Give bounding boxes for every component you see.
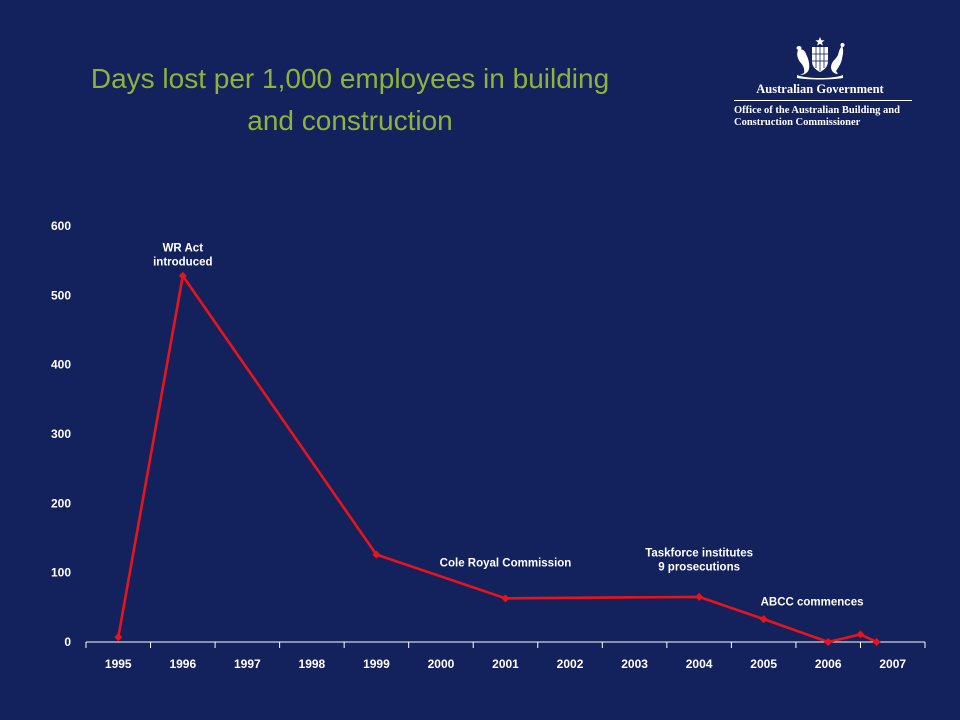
y-tick-label: 500 (51, 288, 71, 302)
x-tick-label: 1995 (105, 657, 132, 671)
x-tick-label: 2007 (879, 657, 906, 671)
data-point-1995-4 (695, 592, 704, 601)
annotation-label: introduced (153, 257, 212, 269)
y-tick-label: 600 (51, 219, 71, 233)
x-tick-label: 1998 (299, 657, 326, 671)
coat-of-arms-icon (796, 37, 845, 80)
data-point-1995-8 (872, 638, 881, 646)
y-tick-label: 400 (51, 358, 71, 372)
x-tick-label: 1997 (234, 657, 261, 671)
annotation-label: 9 prosecutions (658, 562, 740, 574)
data-point-1995-5 (759, 615, 768, 624)
y-tick-label: 100 (51, 566, 71, 580)
annotation-label: Taskforce institutes (645, 548, 753, 560)
x-tick-label: 1999 (363, 657, 390, 671)
y-tick-label: 200 (51, 496, 71, 510)
x-tick-label: 2005 (750, 657, 777, 671)
logo-divider (734, 100, 912, 101)
office-line-1: Office of the Australian Building and (734, 105, 900, 116)
series-line (117, 274, 878, 644)
x-tick-label: 2003 (621, 657, 648, 671)
government-name: Australian Government (756, 82, 884, 96)
office-line-2: Construction Commissioner (734, 117, 861, 128)
page-title: Days lost per 1,000 employees in buildin… (30, 58, 670, 142)
x-tick-label: 2000 (428, 657, 455, 671)
x-tick-label: 1996 (169, 657, 196, 671)
data-point-1995-3 (501, 594, 510, 603)
x-tick-label: 2006 (815, 657, 842, 671)
data-point-1995-6 (824, 638, 833, 646)
annotation-label: Cole Royal Commission (440, 557, 572, 569)
y-tick-label: 0 (64, 635, 71, 649)
annotation-label: ABCC commences (761, 596, 864, 608)
data-point-1995-2 (372, 550, 381, 559)
title-line-2: and construction (247, 105, 453, 136)
office-name: Office of the Australian Building and Co… (722, 105, 918, 129)
data-point-1995-1 (178, 271, 187, 280)
data-point-1995-7 (856, 630, 865, 639)
annotation-label: WR Act (163, 243, 204, 255)
government-logo: Australian Government Office of the Aust… (722, 36, 918, 136)
title-line-1: Days lost per 1,000 employees in buildin… (90, 63, 610, 94)
x-tick-label: 2004 (686, 657, 713, 671)
x-tick-label: 2002 (557, 657, 584, 671)
x-tick-label: 2001 (492, 657, 519, 671)
data-point-1995-0 (114, 633, 123, 642)
y-tick-label: 300 (51, 427, 71, 441)
